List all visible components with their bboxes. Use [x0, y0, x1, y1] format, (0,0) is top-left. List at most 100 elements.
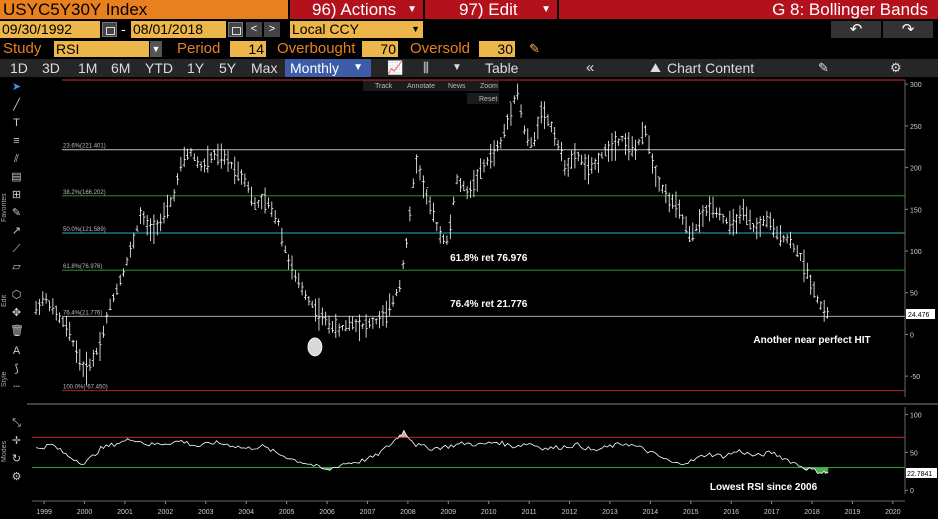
undo-button[interactable]: ↶ [831, 21, 881, 38]
rsi-y-tick-label: 0 [910, 488, 914, 495]
period-ytd[interactable]: YTD [145, 60, 173, 76]
price-bar [613, 131, 617, 161]
next-arrow-icon[interactable]: > [264, 22, 280, 37]
x-tick-label: 2014 [643, 509, 659, 516]
price-bar [728, 210, 732, 235]
calendar-icon[interactable] [102, 22, 117, 37]
price-bar [68, 321, 72, 342]
x-tick-label: 2005 [279, 509, 295, 516]
price-bar [465, 186, 469, 200]
channel-icon[interactable]: ⫽ [14, 153, 19, 165]
x-tick-label: 2009 [441, 509, 457, 516]
price-bar [270, 201, 274, 218]
price-bar [122, 268, 126, 277]
table-button[interactable]: Table [485, 60, 519, 76]
reset-tool[interactable]: Reset [479, 96, 497, 103]
cursor-icon[interactable]: ➤ [11, 81, 22, 93]
actions-menu[interactable]: 96) Actions ▼ [290, 0, 423, 19]
price-bar [411, 178, 415, 188]
resize-icon[interactable]: ⤡ [12, 417, 21, 429]
period-6m[interactable]: 6M [111, 60, 131, 76]
period-1m[interactable]: 1M [78, 60, 98, 76]
arrow-tool-icon[interactable]: ↗ [11, 225, 22, 237]
collapse-icon[interactable]: « [586, 59, 595, 76]
rectangle-icon[interactable]: ▱ [12, 261, 21, 273]
edit-menu[interactable]: 97) Edit ▼ [425, 0, 557, 19]
period-field[interactable]: 14 [230, 41, 266, 57]
caret-down-icon[interactable]: ▼ [150, 41, 162, 57]
news-tool[interactable]: News [448, 83, 466, 90]
x-tick-label: 2008 [400, 509, 416, 516]
bar-chart-icon[interactable]: ⫼ [423, 60, 429, 75]
header-bar: USYC5Y30Y Index 96) Actions ▼ 97) Edit ▼… [0, 0, 938, 19]
trendline-icon[interactable]: ╱ [13, 99, 20, 111]
price-bar [327, 315, 331, 334]
x-tick-label: 1999 [36, 509, 52, 516]
price-bar [657, 176, 661, 192]
brush-icon[interactable]: ⟆ [14, 363, 19, 375]
study-select[interactable]: RSI [54, 41, 149, 57]
price-bar [364, 314, 368, 338]
shape-icon[interactable]: ⬡ [11, 289, 22, 301]
period-5y[interactable]: 5Y [219, 60, 237, 76]
end-date-field[interactable]: 08/01/2018 [131, 21, 226, 38]
price-bar [85, 351, 89, 386]
track-tool[interactable]: Track [375, 83, 393, 90]
prev-arrow-icon[interactable]: < [246, 22, 262, 37]
line-chart-icon[interactable]: 📈 [387, 60, 404, 75]
price-bar [176, 173, 179, 185]
calendar-icon[interactable] [228, 22, 243, 37]
move-icon[interactable]: ✥ [11, 307, 22, 319]
oversold-field[interactable]: 30 [479, 41, 515, 57]
period-max[interactable]: Max [251, 60, 278, 76]
y-tick-label: 300 [910, 82, 922, 89]
line-tool-icon[interactable]: ⟋ [12, 243, 21, 255]
fib-tool-icon[interactable]: ≡ [13, 135, 20, 147]
ticker-field[interactable]: USYC5Y30Y Index [0, 0, 288, 19]
currency-select[interactable]: Local CCY ▼ [290, 21, 423, 38]
dash-icon[interactable]: ┄ [13, 381, 20, 393]
price-bar [519, 104, 523, 118]
refresh-icon[interactable]: ↻ [11, 453, 22, 465]
last-price-value: 24.476 [908, 312, 930, 319]
price-bar [421, 175, 425, 199]
caret-down-icon[interactable]: ▼ [452, 62, 462, 73]
price-bar [41, 291, 45, 306]
frequency-select[interactable]: Monthly ▼ [285, 59, 371, 77]
overbought-field[interactable]: 70 [362, 41, 398, 57]
text-tool-icon[interactable]: T [13, 117, 20, 129]
settings-icon[interactable]: ⚙ [11, 471, 22, 483]
redo-button[interactable]: ↷ [883, 21, 933, 38]
crosshair-icon[interactable]: ✛ [11, 435, 22, 447]
caret-down-icon: ▼ [407, 4, 417, 15]
ruler-icon[interactable]: ▤ [11, 171, 22, 183]
date-separator: - [121, 21, 126, 37]
price-bar [495, 140, 499, 152]
price-bar [735, 214, 739, 234]
period-1y[interactable]: 1Y [187, 60, 205, 76]
price-bar [762, 215, 766, 227]
pen-icon[interactable]: ✎ [11, 207, 22, 219]
annotate-tool[interactable]: Annotate [407, 83, 435, 90]
price-bar [826, 307, 830, 319]
trash-icon[interactable]: 🗑 [10, 325, 24, 337]
x-tick-label: 2010 [481, 509, 497, 516]
chart-area[interactable]: Track Annotate News Zoom Reset 23.6%(221… [27, 77, 938, 519]
price-bar [573, 142, 577, 169]
font-icon[interactable]: A [12, 345, 21, 357]
zoom-tool[interactable]: Zoom [480, 83, 498, 90]
period-3d[interactable]: 3D [42, 60, 60, 76]
chart-content-button[interactable]: Chart Content [667, 60, 755, 76]
price-bar [159, 213, 163, 232]
price-bar [91, 349, 95, 367]
start-date-field[interactable]: 09/30/1992 [0, 21, 100, 38]
chart-content-icon[interactable]: ⛰ [650, 60, 661, 75]
pencil-icon[interactable]: ✎ [529, 41, 540, 56]
price-bar [475, 169, 479, 192]
period-1d[interactable]: 1D [10, 60, 28, 76]
gann-icon[interactable]: ⊞ [11, 189, 22, 201]
fib-label-50.0: 50.0%(121.589) [63, 227, 106, 233]
gear-icon[interactable]: ⚙ [890, 60, 902, 75]
price-bar [623, 133, 627, 156]
edit-icon[interactable]: ✎ [818, 60, 829, 75]
